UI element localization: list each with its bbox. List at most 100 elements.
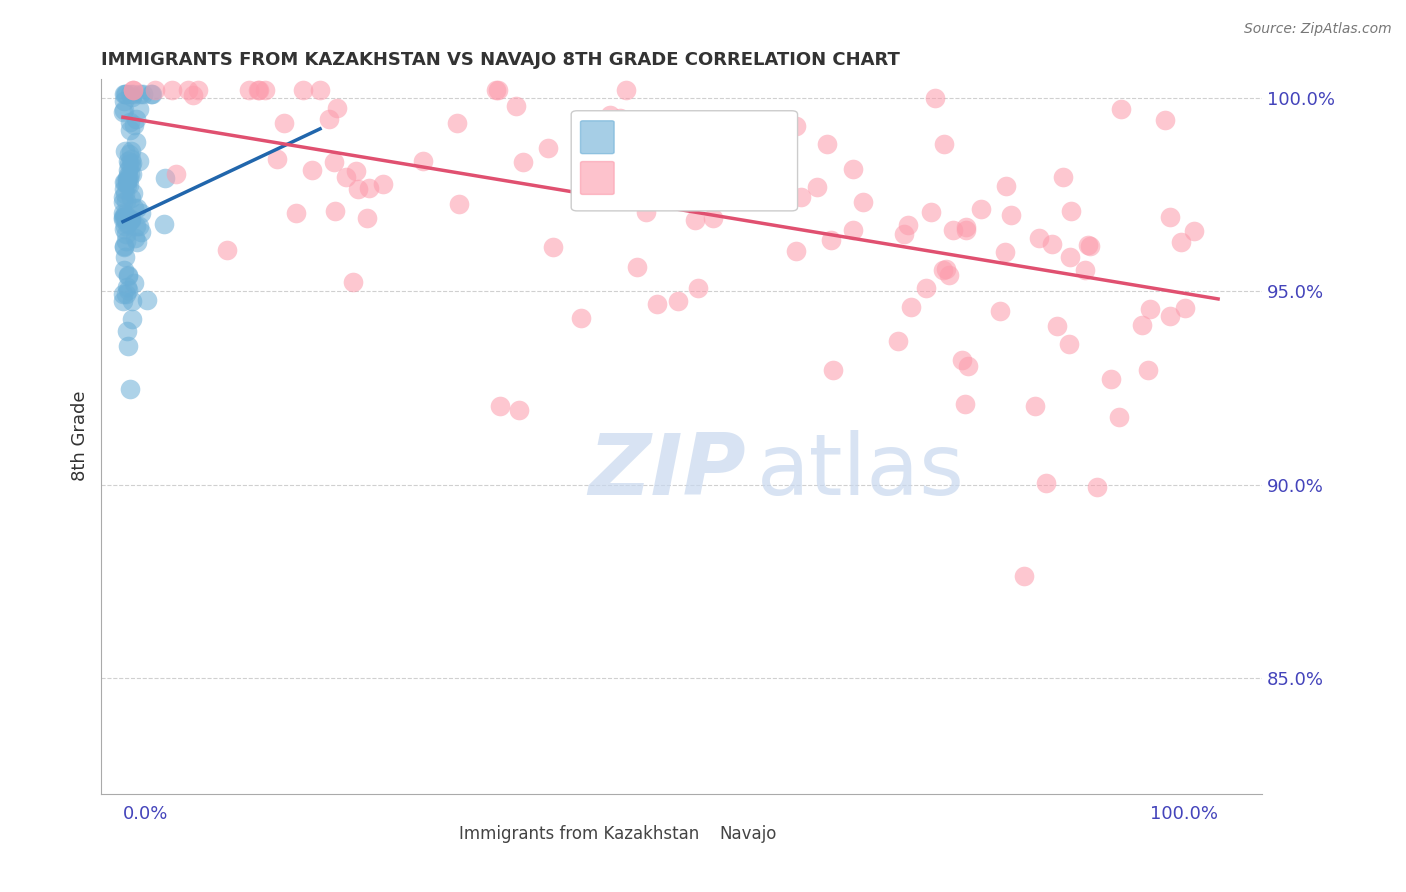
Point [114,219,136,233]
Point [1099,372,1122,386]
Point [115,280,138,294]
Point [446,115,468,129]
Point [823,362,845,376]
Point [266,152,288,166]
Point [326,101,349,115]
Point [121,87,143,101]
Text: R =: R = [621,128,659,145]
Point [1077,238,1099,252]
Point [284,206,307,220]
Point [181,88,204,103]
Point [153,218,176,232]
Point [112,94,135,108]
Point [215,243,238,257]
Point [246,83,269,97]
Point [129,206,152,220]
Point [125,235,148,250]
Point [118,212,141,227]
Point [112,194,135,209]
Point [115,217,138,231]
FancyBboxPatch shape [423,817,454,847]
Point [935,262,957,277]
Point [117,269,139,284]
Point [956,359,979,373]
Point [893,227,915,241]
Text: N =: N = [716,128,756,145]
Point [120,144,142,158]
Point [118,147,141,161]
Point [599,108,621,122]
Point [815,136,838,151]
Point [323,204,346,219]
Text: 113: 113 [755,170,792,188]
Text: 0.0%: 0.0% [122,805,169,823]
Point [112,240,135,254]
Point [841,223,863,237]
Point [1012,569,1035,583]
Y-axis label: 8th Grade: 8th Grade [72,391,89,482]
Point [1040,237,1063,252]
Point [120,382,142,396]
Point [955,223,977,237]
Point [950,353,973,368]
Point [112,87,135,101]
Point [121,186,143,201]
Point [1059,251,1081,265]
Point [318,112,340,127]
Point [128,219,150,233]
Point [412,153,434,168]
Point [114,206,136,220]
Point [346,182,368,196]
Point [636,205,658,219]
Point [112,211,135,225]
Point [114,186,136,201]
Point [581,132,603,146]
Point [308,83,330,97]
Point [129,225,152,239]
Text: ZIP: ZIP [589,431,747,514]
Point [1078,238,1101,252]
Point [117,338,139,352]
Point [924,90,946,104]
Point [932,137,955,152]
Point [686,281,709,295]
FancyBboxPatch shape [581,161,614,194]
Point [335,169,357,184]
Point [508,402,530,417]
Point [702,211,724,225]
Point [120,158,142,172]
Point [122,201,145,215]
Point [141,87,163,101]
Point [1052,170,1074,185]
Point [1136,363,1159,377]
Point [1159,310,1181,324]
Point [115,234,138,248]
Point [614,83,637,97]
Point [537,141,560,155]
Point [447,197,470,211]
Point [785,119,807,133]
Point [115,173,138,187]
Point [124,230,146,244]
Point [1139,301,1161,316]
Point [852,195,875,210]
Point [485,83,508,97]
Point [112,239,135,253]
Point [970,202,993,217]
Point [136,293,159,308]
Point [897,219,920,233]
FancyBboxPatch shape [571,111,797,211]
Point [645,297,668,311]
Point [143,83,166,97]
Point [356,211,378,225]
Point [112,104,135,119]
Point [112,182,135,196]
Point [128,87,150,101]
Point [115,178,138,192]
Point [886,334,908,348]
Point [841,162,863,177]
Point [543,240,565,254]
Point [238,83,260,97]
Point [1174,301,1197,315]
Point [120,213,142,227]
